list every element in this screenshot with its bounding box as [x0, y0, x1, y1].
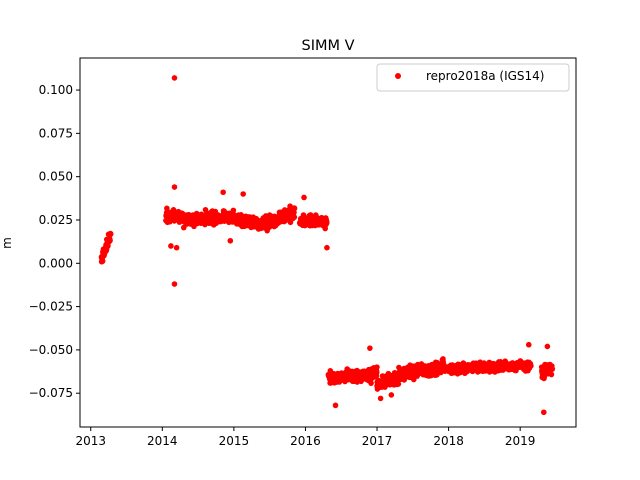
- legend-box: [376, 63, 570, 92]
- y-axis: −0.075 −0.050 −0.025 0.000 0.025 0.050 0.075 0.…: [29, 83, 80, 400]
- x-tick-label: 2015: [219, 434, 250, 448]
- data-point-outlier: [171, 281, 178, 287]
- y-tick-label: 0.025: [39, 213, 73, 227]
- data-point-outlier: [168, 243, 174, 249]
- data-point: [164, 205, 170, 212]
- data-points: [98, 75, 556, 416]
- y-tick-label: 0.075: [39, 126, 73, 140]
- data-point-outlier: [377, 395, 384, 402]
- data-point-outlier: [525, 341, 532, 348]
- data-point-outlier: [332, 402, 339, 409]
- data-point-outlier: [367, 345, 373, 351]
- legend-label: repro2018a (IGS14): [426, 69, 544, 83]
- x-tick-label: 2013: [75, 434, 106, 448]
- data-point: [323, 220, 330, 226]
- data-point: [374, 364, 380, 370]
- x-axis: 2013 2014 2015 2016 2017 2018 2019: [75, 427, 535, 448]
- data-point-outlier: [227, 237, 234, 244]
- x-tick-label: 2014: [147, 434, 178, 448]
- data-point: [291, 209, 297, 216]
- data-point-outlier: [324, 244, 330, 251]
- data-point-outlier: [540, 409, 547, 416]
- data-point: [107, 237, 113, 244]
- data-point-outlier: [220, 189, 226, 196]
- data-point: [99, 258, 106, 264]
- data-point: [528, 363, 534, 369]
- x-tick-label: 2017: [362, 434, 393, 448]
- data-point-outlier: [240, 191, 246, 197]
- legend-marker: [395, 73, 401, 79]
- y-tick-label: −0.050: [29, 343, 73, 357]
- data-point-outlier: [173, 244, 180, 251]
- plot-frame: [79, 57, 577, 428]
- data-point: [291, 214, 298, 220]
- data-point: [549, 366, 556, 372]
- y-tick-label: 0.100: [39, 83, 73, 97]
- data-point: [548, 371, 555, 378]
- y-axis-label: m: [0, 237, 14, 249]
- x-tick-label: 2018: [433, 434, 464, 448]
- chart-title: SIMM V: [301, 38, 354, 54]
- x-tick-label: 2019: [505, 434, 536, 448]
- data-point: [395, 381, 402, 387]
- y-tick-label: −0.025: [29, 300, 73, 314]
- data-point-outlier: [301, 194, 307, 201]
- data-point-outlier: [171, 75, 178, 81]
- data-point: [291, 205, 298, 212]
- x-tick-label: 2016: [290, 434, 321, 448]
- y-tick-label: 0.000: [39, 256, 73, 270]
- y-tick-label: 0.050: [39, 170, 73, 184]
- data-point: [373, 369, 380, 376]
- y-tick-label: −0.075: [29, 386, 73, 400]
- data-point-outlier: [388, 392, 395, 398]
- data-point: [230, 207, 237, 214]
- data-point: [107, 231, 114, 237]
- data-point-outlier: [544, 343, 551, 350]
- data-point: [368, 380, 374, 386]
- legend: repro2018a (IGS14): [376, 63, 570, 92]
- data-point: [410, 376, 417, 383]
- data-point-outlier: [171, 184, 178, 190]
